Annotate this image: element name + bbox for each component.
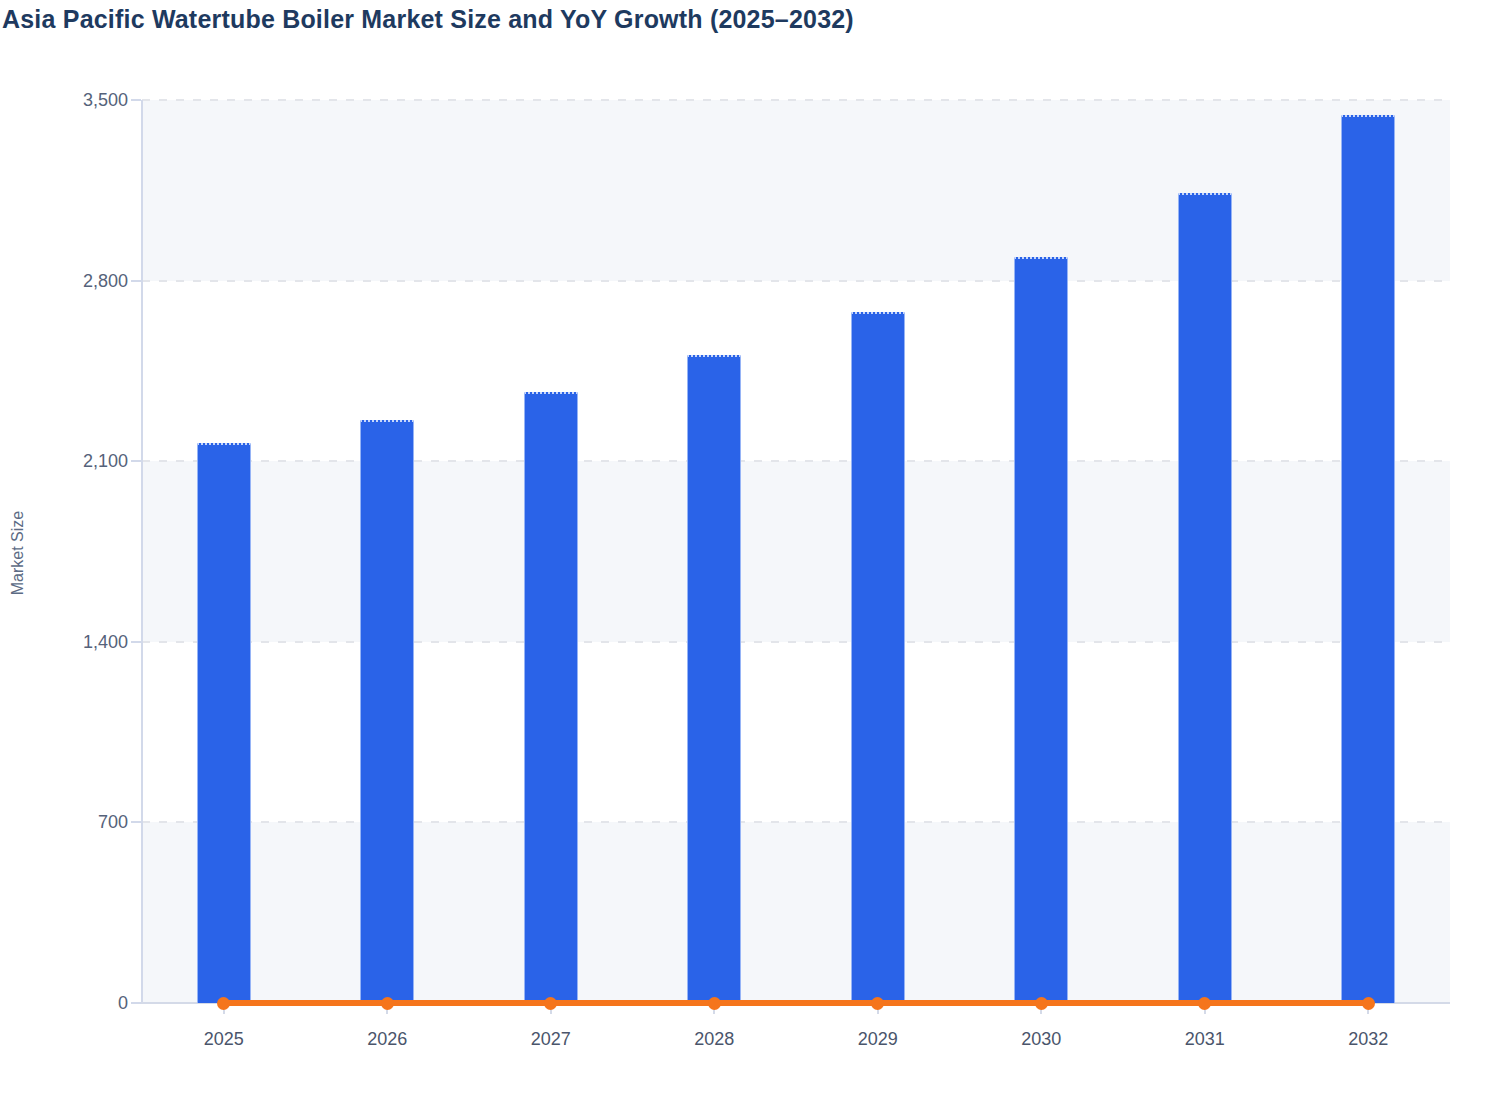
y-tick-mark [131,1002,141,1004]
plot-band [142,281,1450,462]
yoy-point-2026[interactable] [381,997,394,1010]
yoy-point-2031[interactable] [1198,997,1211,1010]
chart-container: Asia Pacific Watertube Boiler Market Siz… [0,0,1508,1120]
y-axis-line [141,100,143,1003]
x-tick-label: 2025 [204,1029,244,1050]
y-tick-mark [131,280,141,282]
y-axis-title: Market Size [9,511,27,595]
bar-2027[interactable] [524,392,578,1003]
x-tick-label: 2029 [858,1029,898,1050]
x-tick-label: 2032 [1348,1029,1388,1050]
gridline-700 [142,821,1450,823]
x-tick-label: 2027 [531,1029,571,1050]
bar-2032[interactable] [1341,115,1395,1003]
yoy-point-2030[interactable] [1035,997,1048,1010]
plot-band [142,822,1450,1003]
chart-title: Asia Pacific Watertube Boiler Market Siz… [2,5,854,34]
gridline-2100 [142,460,1450,462]
x-tick-label: 2031 [1185,1029,1225,1050]
y-tick-label: 0 [28,992,128,1014]
y-tick-label: 1,400 [28,631,128,653]
y-tick-label: 700 [28,811,128,833]
bar-2026[interactable] [360,420,414,1003]
bar-2029[interactable] [851,312,905,1003]
yoy-point-2027[interactable] [544,997,557,1010]
x-tick-label: 2026 [367,1029,407,1050]
gridline-1400 [142,641,1450,643]
y-tick-mark [131,821,141,823]
yoy-point-2028[interactable] [708,997,721,1010]
yoy-point-2029[interactable] [871,997,884,1010]
yoy-point-2032[interactable] [1362,997,1375,1010]
plot-band [142,642,1450,823]
gridline-2800 [142,280,1450,282]
y-tick-mark [131,460,141,462]
y-tick-mark [131,99,141,101]
x-tick-label: 2030 [1021,1029,1061,1050]
x-tick-label: 2028 [694,1029,734,1050]
bar-2030[interactable] [1014,257,1068,1003]
yoy-point-2025[interactable] [217,997,230,1010]
bar-2028[interactable] [687,355,741,1003]
y-tick-label: 2,100 [28,450,128,472]
plot-area: 20252026202720282029203020312032 [142,100,1450,1003]
y-tick-label: 3,500 [28,89,128,111]
yoy-growth-line [224,1000,1369,1006]
gridline-3500 [142,99,1450,101]
plot-band [142,461,1450,642]
plot-band [142,100,1450,281]
bar-2025[interactable] [197,443,251,1003]
y-tick-label: 2,800 [28,270,128,292]
bar-2031[interactable] [1178,193,1232,1003]
y-tick-mark [131,641,141,643]
